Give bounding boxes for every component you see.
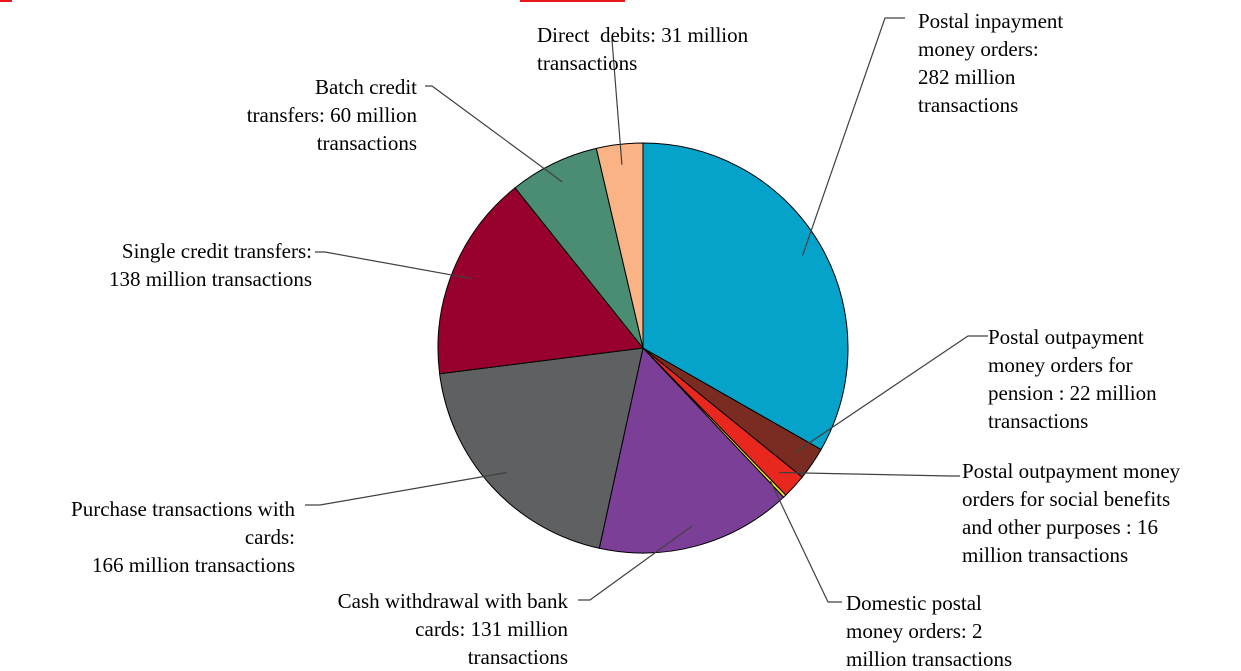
label-line: transactions — [317, 131, 417, 155]
label-line: 138 million transactions — [109, 267, 312, 291]
label-line: orders for social benefits — [962, 487, 1170, 511]
label-line: Single credit transfers: — [122, 239, 312, 263]
leader-line-domestic-postal-money-orders — [769, 481, 842, 603]
label-line: pension : 22 million — [988, 381, 1157, 405]
label-line: and other purposes : 16 — [962, 515, 1158, 539]
label-line: transactions — [468, 645, 568, 669]
label-line: Postal inpayment — [918, 9, 1063, 33]
leader-line-batch-credit-transfers — [425, 85, 563, 183]
top-decorative-line — [0, 0, 1241, 6]
label-postal-outpayment-money-orders-for-pension: Postal outpayment money orders for pension… — [988, 325, 1157, 433]
label-line: 166 million transactions — [92, 553, 295, 577]
label-line: Direct debits: 31 million — [537, 23, 749, 47]
label-domestic-postal-money-orders: Domestic postal money orders: 2 million tr… — [846, 591, 1012, 671]
slice-direct-debits — [595, 142, 644, 349]
label-line: transfers: 60 million — [247, 103, 418, 127]
label-postal-outpayment-money-orders-for-social-benefits-and-other-purposes: Postal outpayment money orders for social… — [962, 459, 1181, 567]
label-line: million transactions — [962, 543, 1128, 567]
label-line: Domestic postal — [846, 591, 982, 615]
label-direct-debits: Direct debits: 31 million transactions — [537, 23, 749, 75]
leader-line-purchase-transactions-with-cards — [305, 471, 508, 506]
label-single-credit-transfers: Single credit transfers: 138 million tran… — [109, 239, 312, 291]
label-line: Batch credit — [315, 75, 417, 99]
label-line: money orders for — [988, 353, 1133, 377]
slice-postal-inpayment-money-orders — [642, 142, 849, 451]
label-postal-inpayment-money-orders: Postal inpayment money orders: 282 million… — [918, 9, 1063, 117]
label-line: million transactions — [846, 647, 1012, 671]
label-line: 282 million — [918, 65, 1016, 89]
label-line: cards: — [245, 525, 295, 549]
label-line: transactions — [988, 409, 1088, 433]
label-line: Cash withdrawal with bank — [338, 589, 569, 613]
slice-labels: Postal inpayment money orders: 282 million… — [71, 9, 1181, 671]
leader-lines — [305, 17, 988, 603]
label-line: money orders: 2 — [846, 619, 982, 643]
leader-line-postal-outpayment-money-orders-for-social-benefits-and-other-purposes — [779, 471, 960, 477]
label-line: transactions — [537, 51, 637, 75]
label-line: Postal outpayment — [988, 325, 1144, 349]
label-line: cards: 131 million — [415, 617, 568, 641]
slice-purchase-transactions-with-cards — [439, 347, 644, 549]
label-line: Purchase transactions with — [71, 497, 295, 521]
label-cash-withdrawal-with-bank-cards: Cash withdrawal with bank cards: 131 mill… — [338, 589, 569, 669]
label-batch-credit-transfers: Batch credit transfers: 60 million transac… — [247, 75, 418, 155]
leader-line-direct-debits — [611, 39, 623, 165]
label-line: transactions — [918, 93, 1018, 117]
label-purchase-transactions-with-cards: Purchase transactions with cards: 166 mill… — [71, 497, 295, 577]
label-line: Postal outpayment money — [962, 459, 1181, 483]
leader-line-single-credit-transfers — [315, 251, 473, 280]
slice-cash-withdrawal-with-bank-cards — [598, 346, 785, 554]
pie-slices — [437, 142, 849, 554]
leader-line-postal-inpayment-money-orders — [802, 17, 905, 256]
slice-single-credit-transfers — [437, 187, 644, 375]
leader-line-postal-outpayment-money-orders-for-pension — [794, 335, 988, 453]
leader-line-cash-withdrawal-with-bank-cards — [578, 525, 693, 601]
label-line: money orders: — [918, 37, 1039, 61]
